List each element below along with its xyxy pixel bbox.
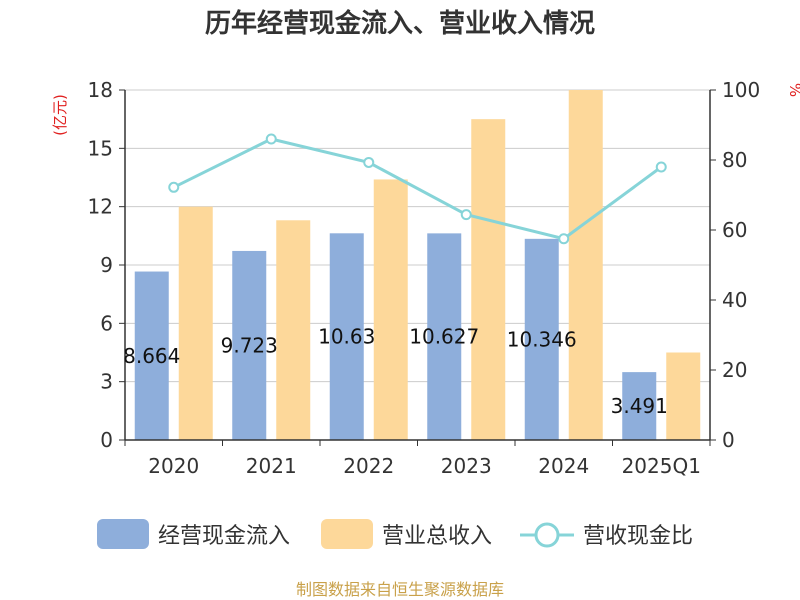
ratio-point [265, 133, 277, 145]
right-axis-tick-label: 60 [722, 218, 747, 242]
left-axis-tick-label: 15 [88, 136, 113, 160]
ratio-point [655, 161, 667, 173]
revenue-bar [666, 352, 701, 440]
revenue-bar [178, 206, 213, 440]
right-axis-tick-label: 100 [722, 78, 760, 102]
gridlines [125, 89, 710, 383]
left-axis-tick-label: 9 [100, 253, 113, 277]
right-axis-unit: % [786, 83, 800, 97]
legend-label-revenue: 营业总收入 [382, 524, 492, 549]
x-axis-tick-label: 2021 [246, 454, 297, 478]
cash-inflow-data-label: 10.63 [318, 325, 375, 349]
cash-inflow-data-label: 10.346 [507, 327, 577, 351]
x-axis-tick-label: 2024 [538, 454, 589, 478]
cash-inflow-data-label: 9.723 [221, 333, 278, 357]
legend-item-revenue: 营业总收入 [321, 519, 492, 549]
legend-swatch-revenue [321, 519, 373, 549]
left-axis-tick-label: 3 [100, 370, 113, 394]
cash-inflow-bar [329, 233, 364, 440]
cash-inflow-data-label: 3.491 [611, 394, 668, 418]
cash-inflow-bar [622, 372, 657, 440]
legend-item-cash-inflow: 经营现金流入 [97, 519, 290, 549]
ratio-point [168, 181, 180, 193]
x-axis-tick-label: 2022 [343, 454, 394, 478]
revenue-bar [568, 90, 603, 440]
ratio-line-path [173, 137, 663, 241]
revenue-bar [471, 119, 506, 441]
revenue-bar [373, 179, 408, 440]
left-axis-tick-label: 0 [100, 428, 113, 452]
cash-inflow-data-label: 10.627 [409, 325, 479, 349]
ratio-point [558, 233, 570, 245]
cash-inflow-bar [427, 233, 462, 440]
right-axis-tick-label: 40 [722, 288, 747, 312]
x-axis-tick-label: 2025Q1 [622, 454, 701, 478]
legend-marker-ratio [534, 522, 560, 548]
revenue-bar [276, 220, 311, 440]
left-axis-tick-label: 6 [100, 311, 113, 335]
source-note: 制图数据来自恒生聚源数据库 [296, 580, 504, 599]
ratio-point [363, 156, 375, 168]
left-axis-unit: (亿元) [51, 94, 69, 136]
data-labels: 8.664 9.723 10.63 10.627 10.346 3.491 [123, 325, 668, 418]
cash-inflow-bar [232, 250, 267, 440]
cash-inflow-data-label: 8.664 [123, 344, 180, 368]
ratio-line [168, 133, 667, 245]
left-axis-tick-label: 12 [88, 195, 113, 219]
left-axis-tick-label: 18 [88, 78, 113, 102]
legend-label-cash-inflow: 经营现金流入 [158, 524, 290, 549]
cash-inflow-bar [524, 238, 559, 440]
right-axis-tick-label: 20 [722, 358, 747, 382]
x-axis-tick-label: 2023 [441, 454, 492, 478]
chart-title: 历年经营现金流入、营业收入情况 [205, 8, 595, 39]
legend-item-ratio: 营收现金比 [520, 522, 693, 549]
bars [134, 90, 701, 441]
right-axis-tick-label: 80 [722, 148, 747, 172]
right-axis-tick-label: 0 [722, 428, 735, 452]
axes: 0 3 6 9 12 15 18 0 20 40 60 80 100 2020 2021 2022 2023 20… [88, 78, 761, 478]
cash-inflow-bar [134, 271, 169, 440]
ratio-point [460, 209, 472, 221]
legend-label-ratio: 营收现金比 [583, 524, 693, 549]
legend[interactable]: 经营现金流入 营业总收入 营收现金比 [97, 519, 693, 549]
x-axis-tick-label: 2020 [148, 454, 199, 478]
legend-swatch-cash-inflow [97, 519, 149, 549]
